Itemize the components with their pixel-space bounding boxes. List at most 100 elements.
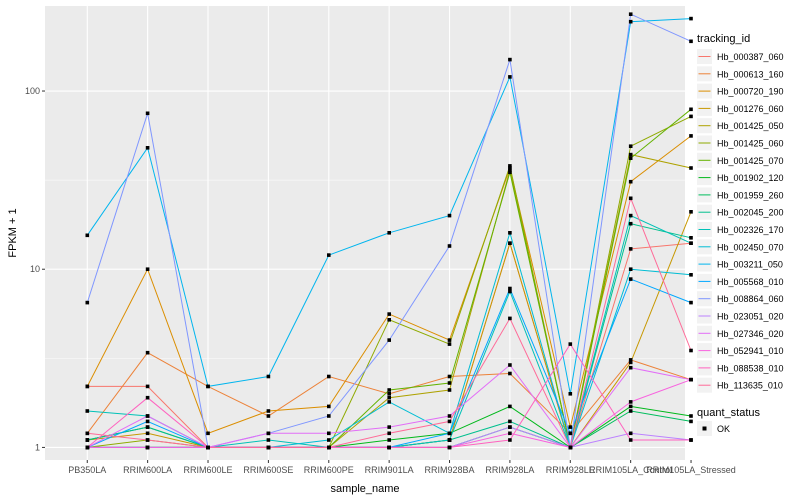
data-point <box>628 221 633 226</box>
legend-label: Hb_001425_070 <box>717 156 784 166</box>
data-point <box>508 425 512 429</box>
data-point <box>568 425 573 429</box>
data-point <box>628 213 633 218</box>
data-point <box>206 445 210 450</box>
data-point <box>628 365 633 370</box>
x-tick-label: RRIM901LA <box>365 465 414 475</box>
data-point <box>628 144 633 148</box>
data-point <box>145 384 150 389</box>
data-point <box>387 388 391 392</box>
data-point <box>327 438 331 442</box>
legend-label: Hb_052941_010 <box>717 346 784 356</box>
data-point <box>266 438 271 442</box>
data-point <box>85 445 90 450</box>
data-point <box>387 445 391 450</box>
data-point <box>689 438 693 442</box>
data-point <box>689 236 693 240</box>
data-point <box>568 431 573 436</box>
data-point <box>628 19 633 24</box>
x-tick-label: RRIM105LA_Control <box>589 465 672 475</box>
data-point <box>689 377 693 382</box>
data-point <box>447 419 452 424</box>
x-tick-label: RRIM928BA <box>425 465 475 475</box>
data-point <box>628 179 633 184</box>
data-point <box>145 350 150 355</box>
x-tick-label: RRIM600SE <box>243 465 293 475</box>
data-point <box>327 414 331 418</box>
data-point <box>145 431 150 436</box>
data-point <box>628 404 633 409</box>
data-point <box>266 431 271 436</box>
y-axis-title: FPKM + 1 <box>7 208 19 257</box>
legend-label: Hb_001425_060 <box>717 139 784 149</box>
x-axis: PB350LA RRIM600LA RRIM600LE RRIM600SE RRIM60… <box>68 460 736 475</box>
data-point <box>266 414 271 418</box>
data-point <box>447 374 452 379</box>
data-point <box>628 152 633 157</box>
legend-label: Hb_113635_010 <box>717 381 783 391</box>
data-point <box>387 312 391 316</box>
plot-panel <box>45 6 685 460</box>
data-point <box>145 146 150 150</box>
data-point <box>145 425 150 429</box>
data-point <box>508 75 512 79</box>
data-point <box>85 438 90 442</box>
data-point <box>145 267 150 271</box>
data-point <box>145 414 150 418</box>
legend-shape-title: quant_status <box>697 407 760 419</box>
legend-shape-marker <box>702 426 707 431</box>
data-point <box>568 392 573 396</box>
data-point <box>689 300 693 305</box>
data-point <box>508 438 512 442</box>
data-point <box>387 431 391 436</box>
data-point <box>628 358 633 362</box>
legend-label: Hb_001902_120 <box>717 173 784 183</box>
data-point <box>387 438 391 442</box>
data-point <box>689 419 693 424</box>
data-point <box>447 388 452 392</box>
data-point <box>85 300 90 305</box>
data-point <box>387 392 391 396</box>
legend-label: Hb_027346_020 <box>717 329 784 339</box>
data-point <box>387 395 391 400</box>
data-point <box>266 445 271 450</box>
data-point <box>508 166 512 170</box>
data-point <box>327 374 331 379</box>
x-tick-label: RRIM105LA_Stressed <box>646 465 736 475</box>
data-point <box>85 233 90 238</box>
data-point <box>85 409 90 413</box>
legend-label: Hb_001959_260 <box>717 190 784 200</box>
data-point <box>387 318 391 322</box>
data-point <box>689 107 693 112</box>
data-point <box>206 431 210 436</box>
data-point <box>206 384 210 389</box>
data-point <box>508 404 512 409</box>
data-point <box>689 114 693 119</box>
data-point <box>447 445 452 450</box>
data-point <box>387 425 391 429</box>
grid-minor <box>45 179 685 359</box>
data-point <box>689 241 693 245</box>
legend-label: Hb_002450_070 <box>717 242 784 252</box>
data-point <box>327 431 331 436</box>
data-point <box>508 164 512 168</box>
data-point <box>145 395 150 400</box>
data-point <box>689 273 693 277</box>
legend-label: Hb_008864_060 <box>717 294 784 304</box>
y-tick-label: 100 <box>25 86 40 96</box>
data-point <box>628 196 633 201</box>
legend-label: Hb_000720_190 <box>717 87 784 97</box>
legend-label: Hb_001276_060 <box>717 104 784 114</box>
data-point <box>447 342 452 346</box>
legend-label: Hb_023051_020 <box>717 312 784 322</box>
data-point <box>266 409 271 413</box>
data-point <box>387 231 391 235</box>
data-point <box>508 170 512 175</box>
data-point <box>508 371 512 376</box>
data-point <box>85 431 90 436</box>
data-point <box>628 277 633 281</box>
legend-label: Hb_002326_170 <box>717 225 784 235</box>
data-point <box>327 253 331 257</box>
series-points <box>85 12 693 450</box>
data-point <box>508 57 512 62</box>
